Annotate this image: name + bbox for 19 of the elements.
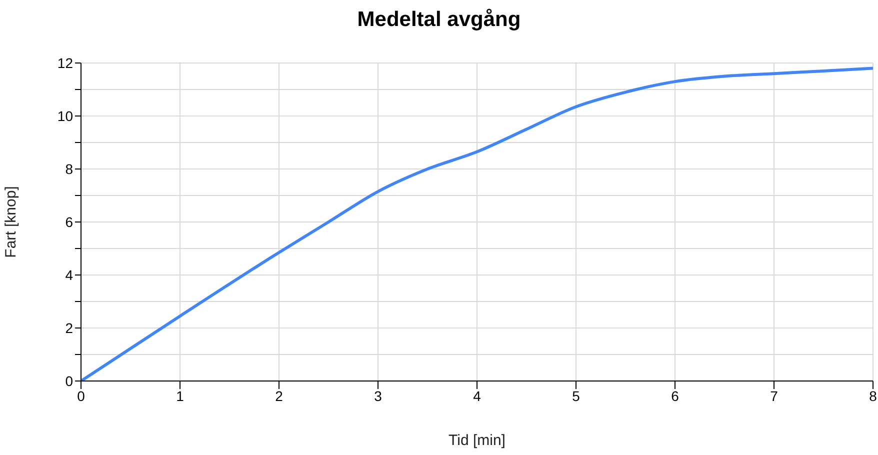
y-tick-label: 6 (65, 214, 74, 230)
chart-title: Medeltal avgång (356, 8, 522, 32)
x-tick-label: 2 (275, 388, 284, 404)
x-tick-label: 3 (374, 388, 382, 404)
y-tick-label: 12 (57, 54, 74, 71)
x-axis-title: Tid [min] (448, 432, 506, 449)
x-tick-label: 0 (77, 388, 86, 404)
x-tick-label: 7 (770, 388, 778, 404)
x-tick-label: 5 (572, 388, 580, 404)
y-tick-label: 10 (57, 108, 74, 124)
y-tick-label: 2 (65, 320, 74, 336)
y-tick-label: 8 (65, 160, 74, 177)
x-tick-label: 8 (869, 388, 878, 404)
x-tick-label: 1 (176, 388, 184, 404)
y-axis-title: Fart [knop] (2, 186, 20, 258)
x-tick-label: 6 (671, 388, 680, 404)
x-tick-label: 4 (473, 388, 482, 404)
y-tick-label: 0 (65, 372, 74, 389)
y-tick-label: 4 (65, 266, 74, 283)
